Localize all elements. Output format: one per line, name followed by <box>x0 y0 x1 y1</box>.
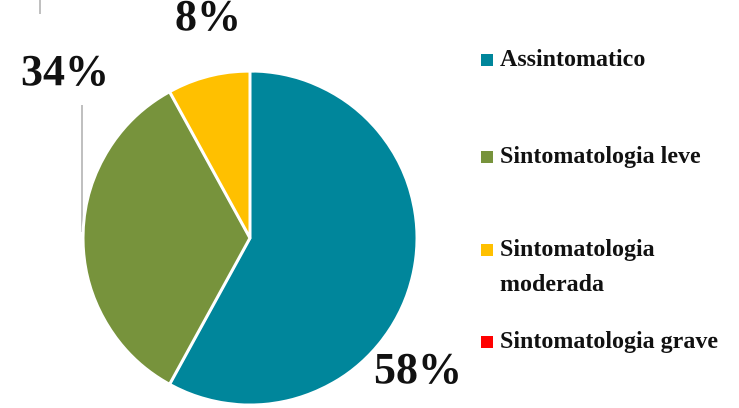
legend-label: Sintomatologia moderada <box>500 236 655 297</box>
legend-swatch <box>481 151 493 163</box>
legend-label: Sintomatologia grave <box>500 328 718 354</box>
data-label: 8% <box>175 0 241 40</box>
legend-swatch <box>481 336 493 348</box>
data-label: 58% <box>374 344 462 393</box>
legend-label: Sintomatologia leve <box>500 143 701 169</box>
legend-swatch <box>481 244 493 256</box>
pie-slice <box>167 69 419 407</box>
legend-label: Assintomatico <box>500 46 646 72</box>
legend-swatch <box>481 54 493 66</box>
data-label: 34% <box>21 46 109 95</box>
